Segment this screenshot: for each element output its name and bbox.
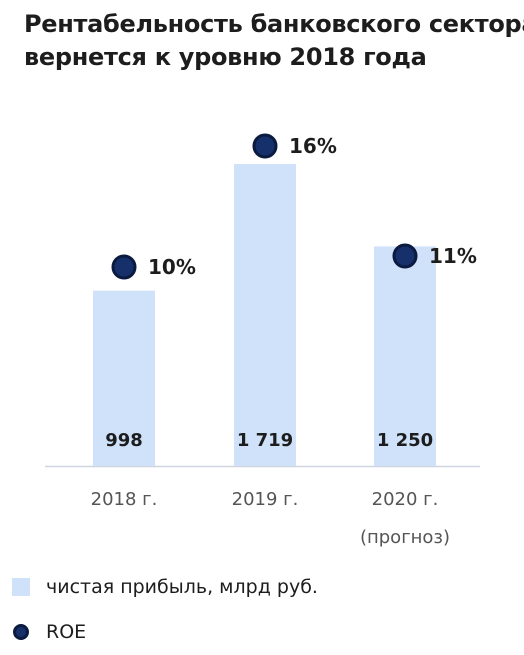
bar-profit-2 xyxy=(374,246,436,466)
chart-title: Рентабельность банковского сектора верне… xyxy=(24,8,524,74)
roe-marker-1 xyxy=(252,133,278,159)
x-tick-label-1: 2019 г. xyxy=(232,489,299,510)
bar-value-label-1: 1 719 xyxy=(237,430,293,451)
legend-item-profit: чистая прибыль, млрд руб. xyxy=(12,576,318,598)
title-line-2: вернется к уровню 2018 года xyxy=(24,43,427,71)
bar-profit-0 xyxy=(93,290,155,466)
x-tick-label-2: 2020 г. xyxy=(372,489,439,510)
roe-value-label-2: 11% xyxy=(429,244,477,268)
roe-marker-0 xyxy=(111,254,137,280)
legend-marker-roe xyxy=(13,624,29,640)
legend-item-roe: ROE xyxy=(12,621,86,643)
bar-chart: 998 2018 г. 10% 1 719 2019 г. 16% 1 250 2020 г.… xyxy=(45,133,480,548)
title-line-1: Рентабельность банковского сектора xyxy=(24,10,524,38)
legend-swatch-profit xyxy=(12,578,30,596)
legend-label-roe: ROE xyxy=(46,621,87,643)
legend-label-profit: чистая прибыль, млрд руб. xyxy=(46,576,318,598)
x-tick-note-2: (прогноз) xyxy=(360,527,450,548)
x-tick-label-0: 2018 г. xyxy=(91,489,158,510)
roe-marker-2 xyxy=(392,243,418,269)
bar-value-label-2: 1 250 xyxy=(377,430,433,451)
roe-value-label-1: 16% xyxy=(289,134,337,158)
bar-profit-1 xyxy=(234,164,296,466)
bar-value-label-0: 998 xyxy=(105,430,143,451)
roe-value-label-0: 10% xyxy=(148,255,196,279)
